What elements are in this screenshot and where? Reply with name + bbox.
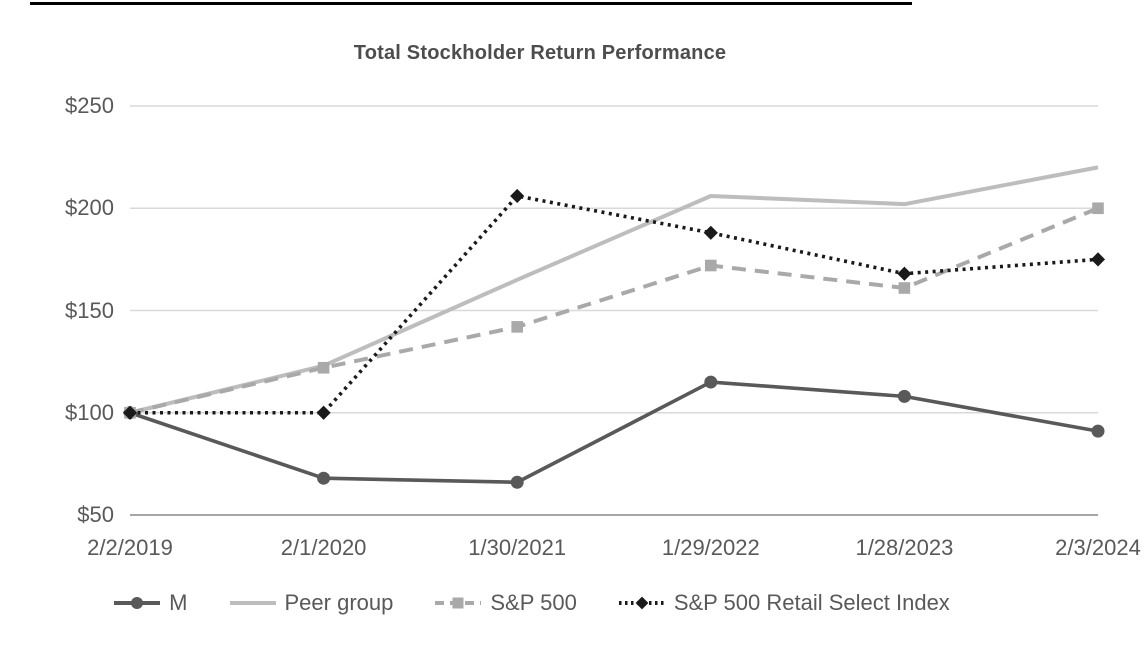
legend-swatch-s-p-500-icon [435,597,482,609]
data-point-marker [897,266,912,281]
y-tick-label: $200 [65,195,114,221]
series-line-m [129,380,1099,485]
legend-swatch-peer-group-icon [229,601,276,605]
y-tick-label: $100 [65,399,114,425]
data-point-marker [898,282,911,294]
y-tick-label: $50 [77,502,114,527]
series-line-s-p-500 [129,206,1099,415]
data-point-marker [510,188,525,204]
legend-item-s-p-500-retail-select-index: S&P 500 Retail Select Index [618,590,950,616]
plot-area [122,105,1106,516]
data-point-marker [703,225,718,240]
legend-label-peer-group: Peer group [284,590,394,615]
x-tick-label: 2/3/2024 [1055,535,1141,560]
x-tick-label: 2/2/2019 [87,535,173,560]
data-point-marker [704,375,718,389]
legend-label-s-p-500: S&P 500 [490,590,577,615]
data-point-marker [317,361,330,374]
data-point-marker [1090,252,1106,267]
chart-title: Total Stockholder Return Performance [353,42,727,64]
x-tick-label: 1/29/2022 [661,535,760,560]
x-tick-label: 1/30/2021 [468,535,567,560]
x-axis-labels: 2/2/2019 2/1/2020 1/30/2021 1/29/2022 1/28/2… [0,535,1148,563]
data-point-marker [122,405,138,420]
data-point-marker [317,471,331,485]
data-point-marker [511,321,523,333]
series-line-peer-group [129,165,1099,415]
data-point-marker [316,405,331,420]
legend-swatch-m-icon [114,597,161,609]
x-tick-label: 2/1/2020 [280,535,367,560]
data-point-marker [705,259,717,272]
data-point-marker [510,475,524,489]
legend-item-peer-group: Peer group [229,590,394,616]
x-tick-label: 1/28/2023 [855,535,954,560]
data-point-marker [1091,424,1105,438]
y-tick-label: $250 [65,93,114,118]
top-rule [30,2,912,5]
legend: M Peer group S&P 500 S&P 500 Retail Select … [0,585,1106,621]
legend-item-s-p-500: S&P 500 [435,590,577,616]
legend-item-m: M [114,590,188,616]
y-tick-label: $150 [65,297,114,323]
legend-label-s-p-500-retail-select-index: S&P 500 Retail Select Index [673,590,950,615]
legend-swatch-s-p-500-retail-select-index-icon [618,596,665,610]
data-point-marker [897,389,911,403]
legend-label-m: M [169,590,188,615]
chart-canvas [122,105,1106,516]
y-axis-labels: $250 $200 $150 $100 $50 [0,0,114,672]
data-point-marker [1092,202,1104,215]
